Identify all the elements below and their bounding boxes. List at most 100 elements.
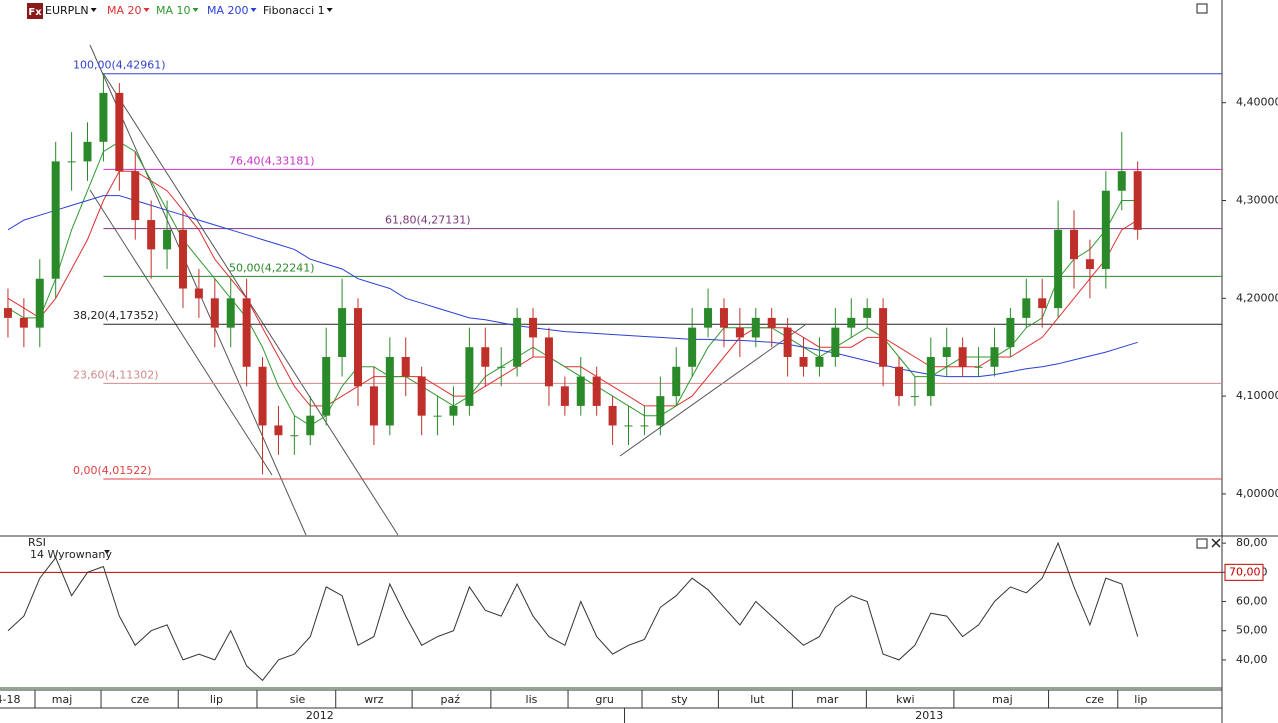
dropdown-arrow[interactable]	[104, 550, 110, 554]
maximize-button[interactable]	[1196, 3, 1208, 14]
candle-body	[449, 405, 458, 416]
candle-body	[592, 376, 601, 406]
candle-body	[656, 396, 665, 426]
candle-body	[529, 317, 538, 338]
candle-body	[815, 356, 824, 367]
candle-body	[767, 317, 776, 328]
year-label: 2013	[915, 709, 943, 722]
candle-body	[306, 415, 315, 436]
dropdown-arrow[interactable]	[143, 8, 150, 12]
legend-item[interactable]: MA 200	[207, 4, 249, 17]
candle-body	[799, 356, 808, 367]
candle-body	[640, 425, 649, 427]
indicator-title: RSI	[28, 536, 46, 549]
dropdown-arrow[interactable]	[90, 8, 97, 12]
candle-body	[433, 415, 442, 417]
dropdown-arrow[interactable]	[192, 8, 199, 12]
y-tick-label: 4,00000	[1236, 487, 1278, 500]
candle-body	[910, 396, 919, 398]
y-tick-label: 80,00	[1236, 536, 1268, 549]
fib-label: 76,40(4,33181)	[229, 154, 315, 167]
legend-item[interactable]: MA 10	[156, 4, 191, 17]
x-tick-label: lis	[526, 693, 538, 706]
candle-body	[608, 405, 617, 426]
level-label: 70,00	[1229, 565, 1261, 578]
candle-body	[704, 308, 713, 328]
x-tick-label: sie	[290, 693, 306, 706]
candle-body	[942, 347, 951, 357]
rsi-line	[7, 541, 1139, 682]
candle-body	[178, 229, 187, 289]
candle-body	[719, 308, 728, 328]
candle-body	[226, 298, 235, 328]
y-tick-label: 40,00	[1236, 653, 1268, 666]
candle-body	[354, 308, 363, 387]
candle-body	[338, 308, 347, 357]
y-tick-label: 4,40000	[1236, 96, 1278, 109]
x-tick-label: maj	[992, 693, 1013, 706]
fib-label: 38,20(4,17352)	[73, 309, 159, 322]
candle-body	[1054, 229, 1063, 309]
symbol-icon[interactable]	[27, 3, 43, 19]
candle-body	[1038, 298, 1047, 309]
candle-body	[672, 366, 681, 397]
candle-body	[147, 220, 156, 250]
level-label-box	[1224, 563, 1264, 581]
candle-body	[1022, 298, 1031, 318]
candle-body	[1006, 317, 1015, 348]
year-label: 2012	[306, 709, 334, 722]
y-tick-label: 50,00	[1236, 624, 1268, 637]
candle-body	[369, 386, 378, 426]
maximize-button[interactable]	[1196, 538, 1208, 549]
close-button[interactable]	[1211, 538, 1221, 548]
candle-body	[115, 92, 124, 172]
indicator-subtitle[interactable]: 14 Wyrownany	[30, 548, 112, 561]
x-tick-label: paź	[441, 693, 461, 706]
candle-body	[958, 347, 967, 367]
fib-label: 0,00(4,01522)	[73, 464, 152, 477]
candle-body	[751, 317, 760, 338]
candle-body	[735, 327, 744, 338]
candle-body	[481, 347, 490, 367]
legend-item[interactable]: Fibonacci 1	[263, 4, 325, 17]
candle-body	[783, 327, 792, 357]
candle-body	[417, 376, 426, 416]
y-tick-label: 4,20000	[1236, 291, 1278, 304]
candle-body	[290, 435, 299, 437]
candle-body	[67, 161, 76, 163]
moving-average	[7, 195, 1138, 378]
candle-body	[3, 308, 12, 318]
candle-body	[51, 161, 60, 279]
candle-body	[624, 425, 633, 427]
moving-average	[7, 170, 1138, 407]
legend-item[interactable]: EURPLN	[45, 4, 89, 17]
candle-body	[99, 92, 108, 142]
dropdown-arrow[interactable]	[326, 8, 333, 12]
candle-body	[385, 356, 394, 426]
candle-body	[1101, 190, 1110, 269]
x-tick-label: sty	[671, 693, 688, 706]
x-tick-label: 4-18	[0, 693, 20, 706]
fib-label: 50,00(4,22241)	[229, 261, 315, 274]
x-tick-label: cze	[131, 693, 150, 706]
candle-body	[974, 366, 983, 368]
x-tick-label: maj	[52, 693, 73, 706]
dropdown-arrow[interactable]	[250, 8, 257, 12]
candle-body	[863, 308, 872, 318]
candle-body	[210, 298, 219, 328]
x-tick-label: cze	[1085, 693, 1104, 706]
legend-item[interactable]: MA 20	[107, 4, 142, 17]
candle-body	[1133, 171, 1142, 230]
x-tick-label: gru	[595, 693, 613, 706]
candle-body	[847, 317, 856, 328]
candle-body	[926, 356, 935, 397]
x-tick-label: mar	[816, 693, 838, 706]
candle-body	[560, 386, 569, 406]
x-tick-label: kwi	[896, 693, 914, 706]
candle-body	[513, 317, 522, 367]
x-tick-label: lip	[210, 693, 223, 706]
icon-text: Fx	[28, 7, 42, 18]
fib-label: 23,60(4,11302)	[73, 368, 159, 381]
candle-body	[163, 229, 172, 250]
